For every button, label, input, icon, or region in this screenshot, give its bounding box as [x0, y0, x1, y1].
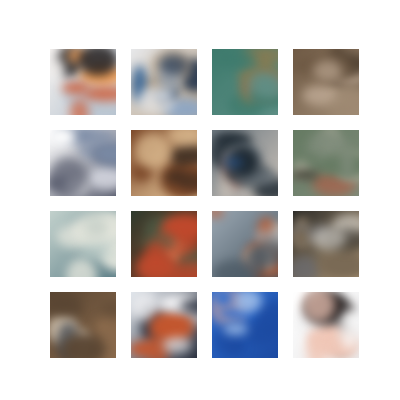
tile-blob — [66, 258, 97, 277]
image-tile — [50, 49, 116, 115]
image-tile — [50, 211, 116, 277]
tile-blob — [306, 330, 327, 358]
image-tile — [293, 49, 359, 115]
tile-blob — [253, 74, 278, 99]
tile-blob — [339, 310, 359, 349]
tile-blob — [50, 130, 75, 146]
tile-blob — [70, 99, 89, 115]
tile-blob — [340, 143, 355, 180]
image-tile — [131, 130, 197, 196]
tile-blob — [135, 133, 170, 168]
image-tile — [131, 49, 197, 115]
tile-blob — [50, 294, 79, 314]
tile-blob — [165, 170, 187, 184]
tile-blob — [302, 154, 320, 165]
image-tile — [212, 49, 278, 115]
tile-blob — [242, 322, 278, 345]
tile-blob — [235, 292, 262, 312]
tile-blob — [293, 170, 318, 180]
tile-blob — [252, 240, 278, 267]
tile-blob — [50, 158, 87, 196]
tile-blob — [293, 256, 320, 277]
image-tile — [50, 292, 116, 358]
tile-blob — [313, 60, 342, 82]
image-tile — [212, 211, 278, 277]
tile-blob — [218, 308, 260, 319]
image-tile — [212, 130, 278, 196]
tile-blob — [159, 54, 188, 75]
tile-blob — [83, 87, 116, 101]
tile-blob — [318, 250, 359, 277]
tile-blob — [167, 130, 197, 145]
tile-blob — [212, 211, 224, 218]
tile-blob — [170, 144, 197, 169]
tile-blob — [136, 253, 178, 277]
tile-blob — [76, 211, 116, 245]
tile-blob — [336, 84, 359, 105]
image-tile — [131, 211, 197, 277]
tile-blob — [216, 49, 255, 69]
tile-blob — [50, 59, 65, 80]
tile-blob — [311, 227, 346, 250]
tile-blob — [100, 300, 116, 316]
tile-blob — [70, 130, 115, 146]
tile-blob — [212, 260, 257, 277]
image-tile — [293, 292, 359, 358]
tile-blob — [215, 292, 232, 306]
tile-blob — [180, 299, 197, 312]
image-tile — [50, 130, 116, 196]
tile-blob — [293, 229, 310, 246]
image-tile — [293, 130, 359, 196]
tile-blob — [137, 87, 174, 115]
tile-blob — [163, 337, 191, 353]
tile-blob — [62, 333, 105, 358]
image-tile — [131, 292, 197, 358]
tile-blob — [224, 157, 243, 168]
tile-blob — [223, 323, 248, 335]
tile-blob — [78, 49, 116, 76]
tile-blob — [62, 82, 89, 94]
tile-blob — [303, 292, 335, 322]
tile-blob — [87, 166, 116, 190]
image-tile — [293, 211, 359, 277]
image-tile — [212, 292, 278, 358]
